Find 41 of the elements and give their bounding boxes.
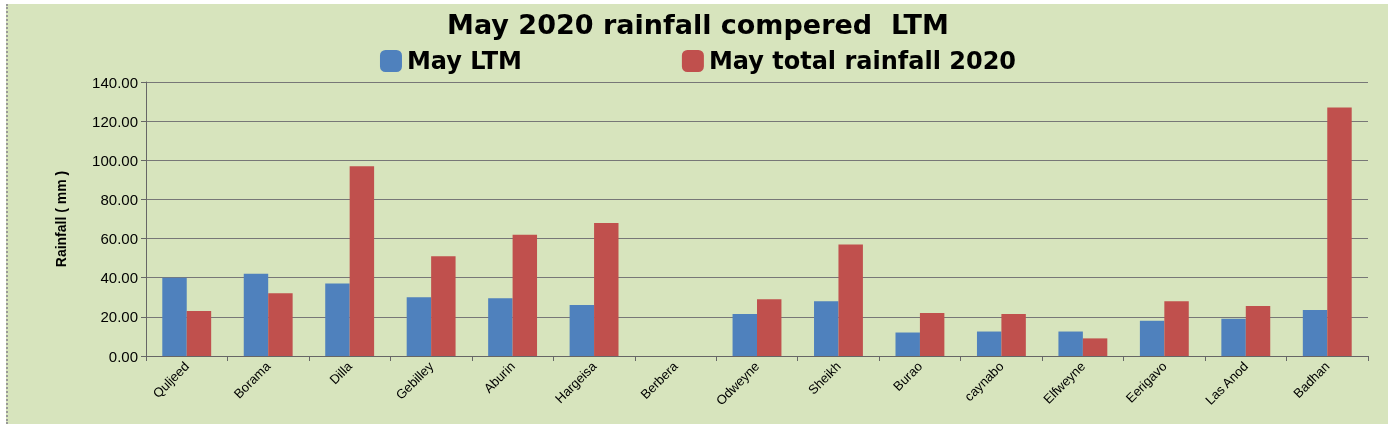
- bar: [976, 331, 1002, 356]
- bar: [1302, 310, 1328, 356]
- bar: [1164, 301, 1189, 356]
- bar: [243, 273, 269, 356]
- bar: [814, 301, 839, 356]
- bar: [919, 312, 945, 356]
- bar: [406, 297, 432, 356]
- bar: [268, 293, 293, 356]
- bar: [512, 234, 538, 356]
- y-tick-label: 120.00: [92, 112, 138, 130]
- bar: [186, 310, 212, 356]
- legend-label: May LTM: [406, 47, 522, 75]
- bar: [1058, 331, 1083, 356]
- bar: [162, 277, 187, 356]
- bar: [431, 256, 456, 356]
- chart-title: May 2020 rainfall compered LTM: [447, 9, 949, 40]
- bar: [1139, 320, 1165, 356]
- y-tick-label: 140.00: [92, 73, 138, 91]
- y-tick-label: 80.00: [100, 190, 138, 208]
- y-tick-label: 0.00: [108, 347, 138, 365]
- bar: [757, 299, 782, 356]
- bar: [1001, 313, 1026, 356]
- y-axis-title: Rainfall ( mm ): [53, 170, 69, 268]
- bar: [349, 166, 375, 356]
- bar: [325, 283, 350, 356]
- bar: [488, 298, 513, 356]
- x-tick-label: Dilla: [326, 358, 356, 388]
- bar: [895, 332, 920, 356]
- bar: [732, 313, 757, 356]
- bar: [1327, 107, 1352, 356]
- legend-label: May total rainfall 2020: [708, 47, 1017, 75]
- bar: [1082, 338, 1108, 356]
- y-tick-label: 40.00: [100, 269, 138, 287]
- bar: [1245, 306, 1271, 356]
- y-tick-label: 60.00: [100, 230, 138, 248]
- bar: [838, 244, 863, 356]
- bar: [1221, 318, 1246, 356]
- bar: [594, 222, 619, 356]
- bar: [569, 305, 595, 356]
- y-tick-label: 20.00: [100, 308, 138, 326]
- y-tick-label: 100.00: [92, 151, 138, 169]
